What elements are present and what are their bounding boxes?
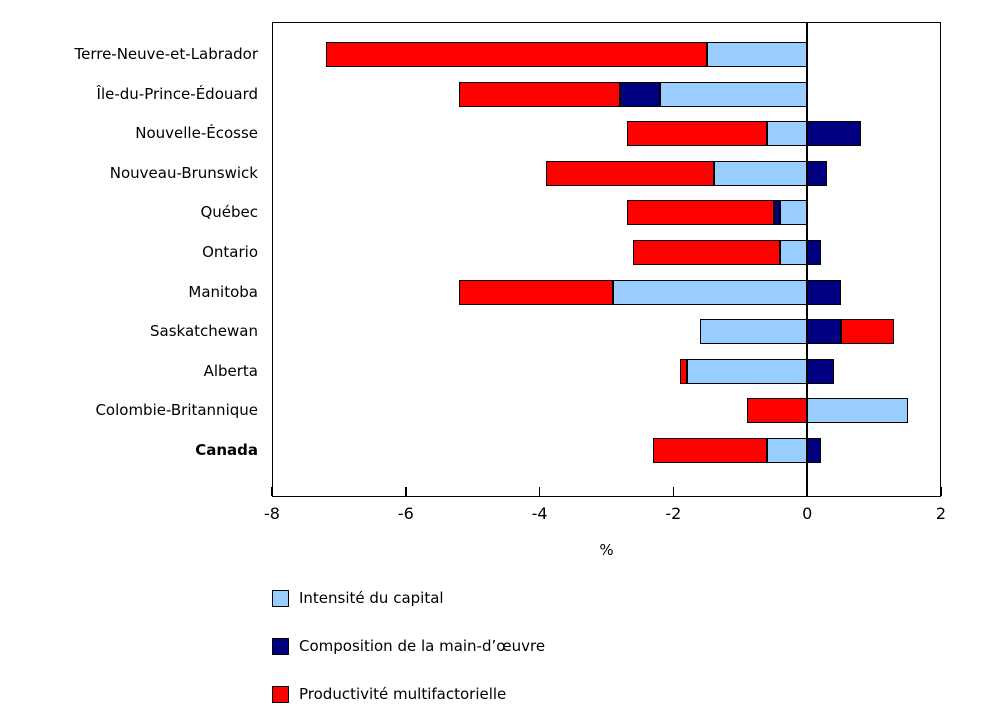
- bar-segment: [459, 279, 614, 305]
- tick-label: -8: [264, 504, 280, 523]
- tick-label: 0: [802, 504, 813, 523]
- bar-segment: [546, 160, 714, 186]
- category-label: Québec: [200, 203, 258, 222]
- bar-segment: [773, 200, 781, 226]
- category-label: Manitoba: [188, 282, 258, 301]
- bar-segment: [807, 438, 821, 463]
- bar-segment: [633, 240, 781, 265]
- bar-segment: [807, 398, 908, 424]
- legend-label: Composition de la main-d’œuvre: [299, 636, 546, 655]
- tick-mark: [405, 487, 407, 496]
- bar-segment: [807, 160, 828, 186]
- bar-segment: [619, 81, 660, 107]
- tick-label: -6: [397, 504, 414, 523]
- category-label: Terre-Neuve-et-Labrador: [74, 45, 258, 63]
- bar-segment: [767, 121, 808, 147]
- category-label: Saskatchewan: [150, 322, 258, 341]
- bar-segment: [626, 200, 774, 226]
- x-axis-label: %: [599, 541, 614, 559]
- bar-segment: [626, 121, 768, 147]
- bar-segment: [686, 358, 808, 384]
- tick-mark: [672, 487, 675, 496]
- bar-segment: [840, 319, 895, 345]
- bar-segment: [680, 358, 687, 384]
- bar-segment: [613, 279, 808, 305]
- legend-swatch-icon: [272, 589, 289, 607]
- legend-item: Composition de la main-d’œuvre: [272, 636, 545, 656]
- legend-label: Productivité multifactorielle: [299, 684, 507, 703]
- bar-segment: [767, 438, 808, 463]
- category-label: Ontario: [202, 243, 258, 261]
- bar-segment: [780, 200, 808, 226]
- category-label: Nouveau-Brunswick: [109, 163, 258, 182]
- tick-label: -4: [531, 504, 548, 523]
- bar-segment: [459, 81, 620, 107]
- bar-segment: [713, 160, 808, 186]
- bar-segment: [780, 240, 808, 265]
- legend-swatch-icon: [272, 637, 289, 655]
- category-label: Canada: [195, 441, 258, 459]
- bar-segment: [746, 398, 808, 424]
- tick-mark: [271, 487, 273, 496]
- bar-segment: [660, 81, 808, 107]
- bar-segment: [653, 438, 768, 463]
- bar-segment: [807, 279, 841, 305]
- category-label: Nouvelle-Écosse: [135, 124, 258, 143]
- category-label: Alberta: [203, 361, 258, 380]
- tick-mark: [806, 487, 808, 496]
- bar-segment: [807, 240, 821, 265]
- bar-segment: [706, 42, 808, 67]
- zero-axis-line: [806, 22, 808, 497]
- plot-area: [272, 22, 941, 497]
- bar-segment: [807, 319, 841, 345]
- category-label: Colombie-Britannique: [95, 401, 258, 420]
- tick-label: -2: [665, 504, 682, 523]
- tick-mark: [538, 487, 541, 496]
- category-label: Île-du-Prince-Édouard: [96, 84, 258, 103]
- legend-item: Intensité du capital: [272, 588, 444, 608]
- legend-item: Productivité multifactorielle: [272, 684, 506, 704]
- legend-swatch-icon: [272, 685, 289, 703]
- tick-label: 2: [935, 504, 947, 523]
- legend-label: Intensité du capital: [299, 588, 444, 607]
- bar-segment: [700, 319, 808, 345]
- bar-segment: [325, 42, 707, 67]
- bar-segment: [807, 358, 834, 384]
- bar-segment: [807, 121, 861, 147]
- tick-mark: [940, 487, 942, 496]
